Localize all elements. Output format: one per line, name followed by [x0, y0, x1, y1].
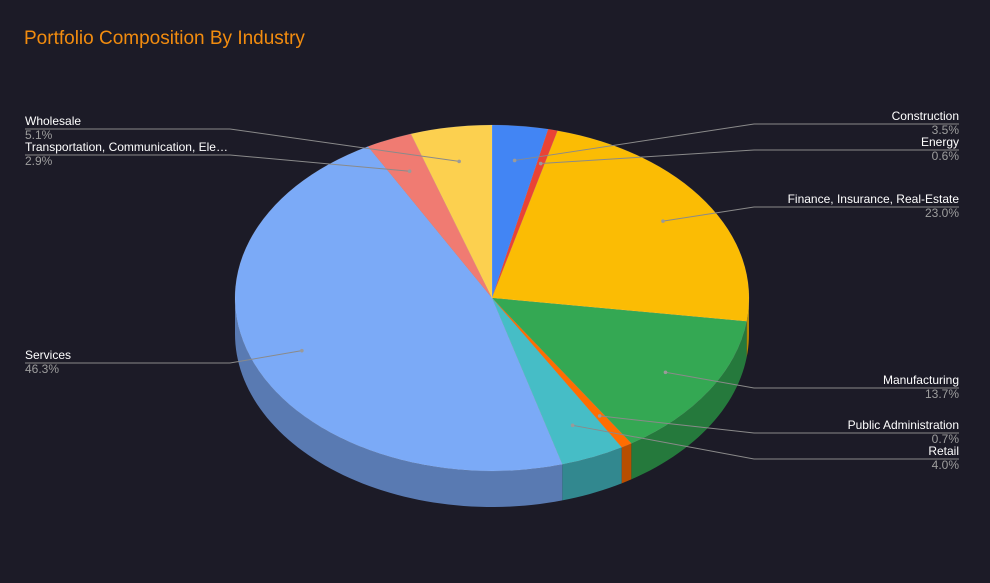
pie-slice-services[interactable]	[234, 146, 563, 472]
slice-label-energy: Energy	[921, 135, 959, 149]
leader-dot-transportation-communication-ele	[407, 169, 412, 174]
pie-slices	[234, 124, 750, 472]
leader-dot-wholesale	[457, 159, 461, 164]
slice-label-manufacturing: Manufacturing	[883, 373, 959, 387]
leader-dot-services	[300, 348, 304, 353]
pie-slice-wholesale[interactable]	[410, 124, 493, 299]
pie-side-finance-insurance-real-estate	[746, 298, 749, 358]
pie-slice-retail[interactable]	[491, 297, 623, 465]
pie-side-public-administration	[621, 443, 632, 484]
slice-pct-construction: 3.5%	[932, 123, 960, 137]
pie-side-retail	[562, 447, 622, 501]
leader-dot-retail	[570, 423, 575, 428]
leader-line-transportation-communication-ele	[25, 154, 410, 172]
slice-pct-public-administration: 0.7%	[932, 432, 960, 446]
leader-line-wholesale	[25, 128, 460, 162]
leader-lines	[25, 123, 959, 460]
leader-line-construction	[514, 123, 959, 161]
pie-side-walls	[235, 298, 749, 507]
slice-label-transportation-communication-ele: Transportation, Communication, Ele…	[25, 140, 228, 154]
slice-label-services: Services	[25, 348, 71, 362]
pie-slice-energy[interactable]	[491, 128, 558, 299]
pie-slice-public-administration[interactable]	[491, 297, 632, 448]
leader-line-public-administration	[599, 415, 959, 434]
leader-line-finance-insurance-real-estate	[662, 206, 959, 222]
slice-pct-retail: 4.0%	[932, 458, 960, 472]
pie-slice-finance-insurance-real-estate[interactable]	[491, 130, 750, 322]
slice-label-wholesale: Wholesale	[25, 114, 81, 128]
slice-label-public-administration: Public Administration	[848, 418, 959, 432]
pie-side-services	[235, 298, 563, 507]
leader-line-energy	[540, 149, 959, 165]
leader-dot-energy	[538, 161, 543, 166]
leader-line-services	[25, 350, 302, 364]
slice-pct-services: 46.3%	[25, 362, 59, 376]
pie-slice-manufacturing[interactable]	[491, 297, 747, 444]
leader-dot-construction	[512, 158, 517, 163]
leader-dot-manufacturing	[663, 370, 668, 375]
slice-label-construction: Construction	[892, 109, 959, 123]
slice-pct-manufacturing: 13.7%	[925, 387, 959, 401]
chart-title: Portfolio Composition By Industry	[24, 28, 305, 49]
pie-slice-transportation-communication-ele[interactable]	[367, 133, 493, 299]
leader-dot-public-administration	[597, 414, 602, 418]
slice-pct-finance-insurance-real-estate: 23.0%	[925, 206, 959, 220]
slice-label-retail: Retail	[928, 444, 959, 458]
pie-slice-construction[interactable]	[491, 124, 549, 299]
slice-pct-transportation-communication-ele: 2.9%	[25, 154, 53, 168]
leader-dot-finance-insurance-real-estate	[661, 219, 665, 223]
slice-pct-energy: 0.6%	[932, 149, 960, 163]
pie-side-manufacturing	[631, 321, 747, 480]
slice-pct-wholesale: 5.1%	[25, 128, 53, 142]
leader-line-retail	[572, 424, 959, 460]
leader-line-manufacturing	[665, 371, 959, 389]
slice-label-finance-insurance-real-estate: Finance, Insurance, Real-Estate	[788, 192, 960, 206]
